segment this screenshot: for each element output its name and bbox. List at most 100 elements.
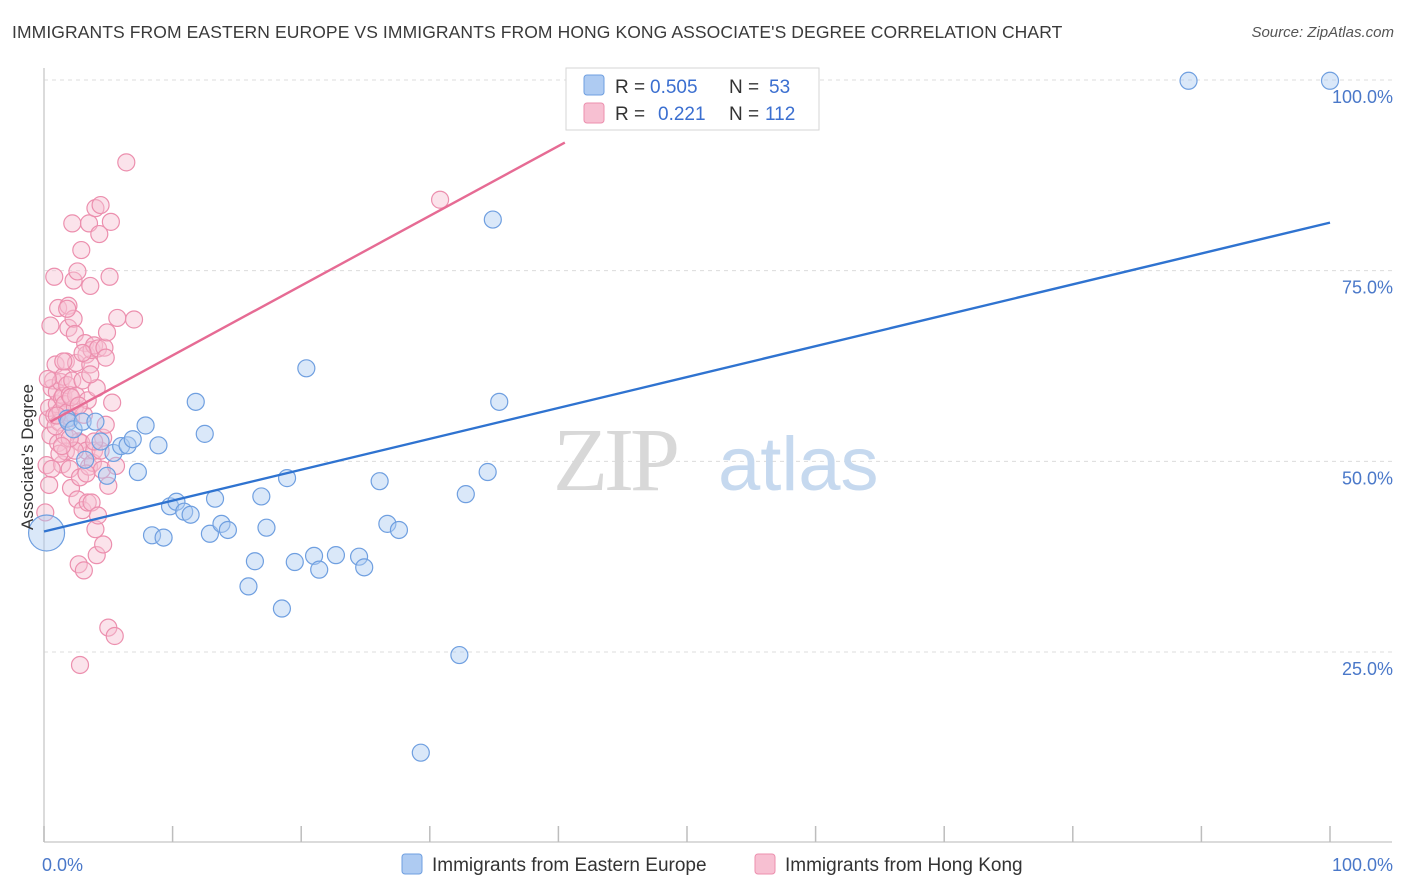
hong-kong-point <box>94 535 113 554</box>
legend-frame <box>565 67 820 131</box>
legend-r-value-1: 0.505 <box>650 77 698 98</box>
legend-r-label-2: R = <box>615 104 645 125</box>
eastern-europe-point <box>285 552 304 572</box>
hong-kong-point <box>64 271 83 290</box>
hong-kong-point <box>40 475 59 495</box>
eastern-europe-point <box>1320 71 1340 90</box>
eastern-europe-point <box>450 645 469 665</box>
x-tick-label: 0.0% <box>42 855 83 875</box>
hong-kong-point <box>81 365 100 384</box>
eastern-europe-point <box>123 430 142 449</box>
y-tick-label: 75.0% <box>1342 278 1393 298</box>
eastern-europe-point <box>154 528 173 547</box>
y-tick-label: 25.0% <box>1342 659 1393 679</box>
hong-kong-point <box>70 655 90 675</box>
eastern-europe-point <box>272 599 292 618</box>
y-tick-label: 100.0% <box>1332 87 1393 107</box>
hong-kong-point <box>77 464 96 483</box>
y-axis-label: Associate's Degree <box>18 384 37 530</box>
hong-kong-point <box>108 308 127 328</box>
legend-n-value-2: 112 <box>765 104 795 125</box>
eastern-europe-point <box>149 436 168 455</box>
hong-kong-points <box>36 153 450 675</box>
hong-kong-trendline <box>49 141 566 423</box>
eastern-europe-point <box>297 359 316 378</box>
hong-kong-point <box>72 240 91 260</box>
legend-r-label-1: R = <box>615 77 645 98</box>
eastern-europe-point <box>27 514 66 552</box>
hong-kong-point <box>73 343 92 363</box>
hong-kong-point <box>91 195 110 215</box>
hong-kong-point <box>78 493 97 512</box>
eastern-europe-point <box>186 392 205 411</box>
eastern-europe-point <box>349 547 369 566</box>
legend-n-label-1: N = <box>729 77 759 98</box>
eastern-europe-trendline <box>43 221 1331 533</box>
eastern-europe-point <box>128 462 147 482</box>
bottom-legend-swatch-pink <box>754 853 776 875</box>
eastern-europe-point <box>181 505 200 524</box>
eastern-europe-point <box>304 546 324 566</box>
tick-labels: 25.0% 50.0% 75.0% 100.0% 0.0% 100.0% <box>42 87 1393 875</box>
grid-lines <box>44 79 1392 653</box>
eastern-europe-points <box>27 71 1340 762</box>
eastern-europe-point <box>389 520 409 540</box>
hong-kong-point <box>101 212 120 231</box>
eastern-europe-point <box>370 472 389 491</box>
trend-lines <box>43 141 1331 533</box>
hong-kong-point <box>90 224 109 244</box>
bottom-legend-swatch-blue <box>401 853 423 875</box>
hong-kong-point <box>42 459 61 479</box>
eastern-europe-point <box>456 485 475 504</box>
hong-kong-point <box>96 415 115 434</box>
eastern-europe-point <box>478 462 497 482</box>
hong-kong-point <box>45 267 64 286</box>
hong-kong-point <box>54 352 73 371</box>
eastern-europe-point <box>355 558 374 577</box>
legend-swatch-pink <box>583 102 605 124</box>
eastern-europe-point <box>218 520 237 540</box>
hong-kong-point <box>64 309 83 328</box>
eastern-europe-point <box>142 526 162 545</box>
hong-kong-point <box>100 267 119 286</box>
chart-title: IMMIGRANTS FROM EASTERN EUROPE VS IMMIGR… <box>12 22 1063 42</box>
eastern-europe-point <box>136 416 155 435</box>
hong-kong-point <box>38 369 57 389</box>
hong-kong-point <box>85 432 104 451</box>
hong-kong-point <box>97 323 117 342</box>
eastern-europe-point <box>378 514 397 533</box>
hong-kong-point <box>54 367 73 386</box>
source-credit: Source: ZipAtlas.com <box>1251 24 1394 41</box>
eastern-europe-point <box>257 518 276 537</box>
watermark-zip: ZIP <box>553 411 677 510</box>
hong-kong-point <box>68 262 87 281</box>
hong-kong-point <box>87 546 106 565</box>
eastern-europe-point <box>326 546 346 565</box>
eastern-europe-point <box>245 552 265 571</box>
hong-kong-point <box>88 506 108 525</box>
eastern-europe-point <box>310 560 329 579</box>
hong-kong-point <box>41 316 60 335</box>
eastern-europe-point <box>104 443 123 463</box>
hong-kong-point <box>81 276 100 296</box>
legend-n-value-1: 53 <box>769 77 790 98</box>
axes <box>43 68 1392 843</box>
hong-kong-point <box>103 393 122 412</box>
bottom-legend-label-blue: Immigrants from Eastern Europe <box>432 855 707 876</box>
hong-kong-point <box>63 214 82 233</box>
hong-kong-point <box>65 324 84 344</box>
eastern-europe-point <box>490 392 509 411</box>
hong-kong-point <box>96 348 115 367</box>
eastern-europe-point <box>76 450 95 469</box>
eastern-europe-point <box>200 524 219 543</box>
legend-swatch-blue <box>583 74 605 96</box>
hong-kong-point <box>36 503 55 522</box>
legend-box: R = 0.505 N = 53 R = 0.221 N = 112 <box>565 67 820 131</box>
eastern-europe-point <box>97 466 117 485</box>
bottom-legend: Immigrants from Eastern Europe Immigrant… <box>401 853 1023 876</box>
watermark-atlas: atlas <box>718 422 879 507</box>
hong-kong-point <box>86 520 105 539</box>
hong-kong-point <box>52 436 72 456</box>
eastern-europe-point <box>411 743 430 762</box>
x-tick-label: 100.0% <box>1332 855 1393 875</box>
